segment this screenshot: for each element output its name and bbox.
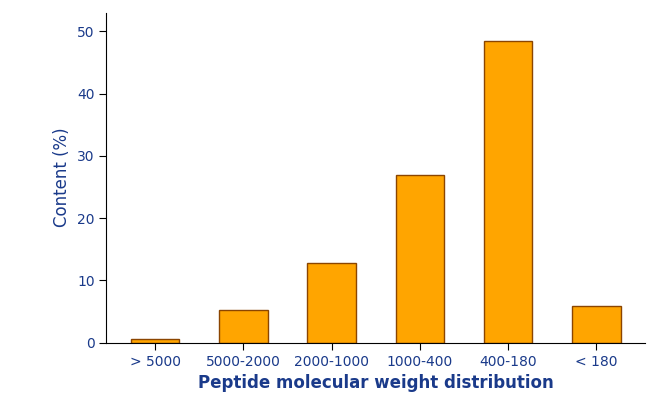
Bar xyxy=(396,175,444,343)
Bar xyxy=(572,306,620,343)
Bar xyxy=(484,41,533,343)
Bar xyxy=(219,310,267,343)
Y-axis label: Content (%): Content (%) xyxy=(53,128,71,227)
Bar xyxy=(131,339,180,343)
X-axis label: Peptide molecular weight distribution: Peptide molecular weight distribution xyxy=(198,374,553,392)
Bar xyxy=(307,263,356,343)
